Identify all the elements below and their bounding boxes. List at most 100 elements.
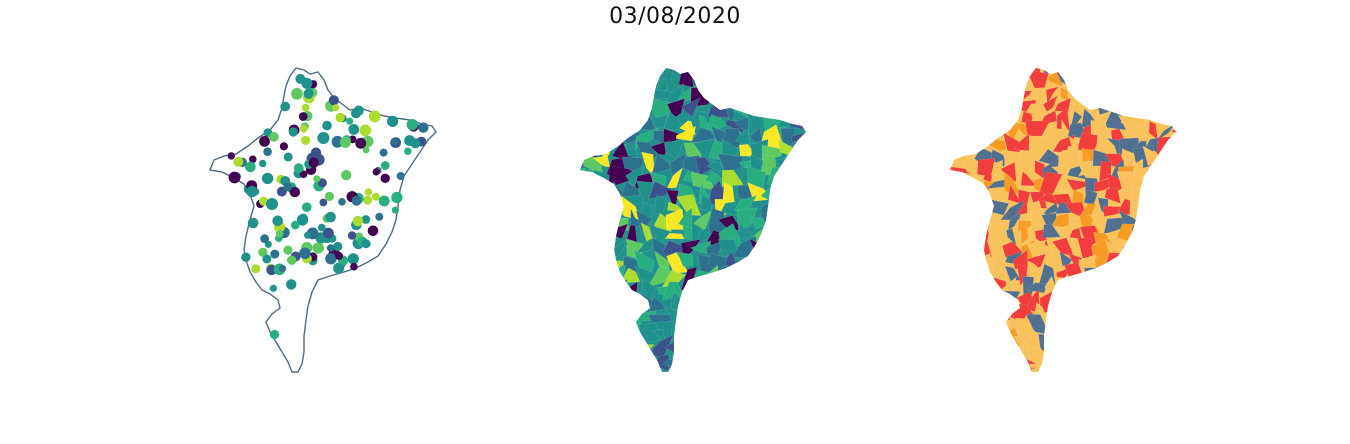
municipality-polygon xyxy=(818,383,839,394)
municipality-point xyxy=(262,254,272,264)
municipality-polygon xyxy=(1132,251,1150,272)
municipality-polygon xyxy=(718,296,744,316)
municipality-polygon xyxy=(830,311,851,327)
municipality-polygon xyxy=(950,299,968,311)
municipality-polygon xyxy=(1006,68,1017,75)
municipality-polygon xyxy=(608,312,627,330)
municipality-point xyxy=(299,247,311,260)
municipality-polygon xyxy=(830,257,851,265)
municipality-polygon xyxy=(1117,368,1138,372)
municipality-polygon xyxy=(595,363,607,372)
municipality-polygon xyxy=(1042,68,1060,76)
municipality-polygon xyxy=(762,285,782,298)
municipality-polygon xyxy=(1183,177,1196,193)
municipality-polygon xyxy=(831,128,848,141)
municipality-polygon xyxy=(780,377,792,398)
municipality-polygon xyxy=(1077,280,1096,299)
municipality-point xyxy=(299,170,308,178)
municipality-polygon xyxy=(830,337,854,353)
state-border xyxy=(209,67,437,373)
municipality-polygon xyxy=(966,303,979,323)
municipality-polygon xyxy=(759,350,779,372)
municipality-polygon xyxy=(1194,146,1212,167)
municipality-polygon xyxy=(1067,369,1089,372)
municipality-polygon xyxy=(780,188,801,199)
municipality-polygon xyxy=(1142,187,1167,203)
municipality-polygon xyxy=(820,226,836,247)
municipality-polygon xyxy=(591,263,614,283)
municipality-polygon xyxy=(1161,177,1175,193)
municipality-polygon xyxy=(731,364,755,372)
municipality-polygon xyxy=(621,384,646,392)
municipality-polygon xyxy=(580,238,590,262)
municipality-polygon xyxy=(980,355,998,372)
municipality-polygon xyxy=(1104,315,1128,336)
municipality-point xyxy=(303,88,314,99)
municipality-polygon xyxy=(614,353,630,372)
municipality-polygon xyxy=(963,389,984,400)
municipality-polygon xyxy=(583,293,598,314)
municipality-polygon xyxy=(777,268,795,289)
municipality-polygon xyxy=(721,169,744,188)
municipality-polygon xyxy=(950,113,956,131)
municipality-polygon xyxy=(601,249,610,273)
municipality-polygon xyxy=(638,201,653,218)
municipality-polygon xyxy=(654,250,670,271)
municipality-polygon xyxy=(1139,68,1148,77)
municipality-polygon xyxy=(719,350,743,368)
municipality-point xyxy=(247,217,259,229)
municipality-polygon xyxy=(955,368,972,372)
municipality-polygon xyxy=(1077,158,1097,177)
municipality-point xyxy=(261,172,274,185)
municipality-polygon xyxy=(953,383,969,403)
municipality-polygon xyxy=(801,263,806,284)
municipality-polygon xyxy=(773,311,795,329)
municipality-polygon xyxy=(1195,59,1219,78)
municipality-polygon xyxy=(1082,365,1102,372)
municipality-polygon xyxy=(963,122,977,141)
municipality-polygon xyxy=(1112,305,1127,324)
municipality-polygon xyxy=(610,109,624,125)
municipality-point xyxy=(350,262,358,271)
municipality-polygon xyxy=(1186,137,1206,154)
municipality-polygon xyxy=(580,70,590,95)
municipality-polygon xyxy=(1142,228,1161,247)
municipality-polygon xyxy=(1129,265,1153,284)
municipality-polygon xyxy=(794,186,806,201)
municipality-point xyxy=(293,163,304,173)
municipality-polygon xyxy=(975,277,998,292)
municipality-polygon xyxy=(990,381,1006,394)
municipality-polygon xyxy=(1187,360,1205,370)
municipality-polygon xyxy=(773,325,791,344)
municipality-polygon xyxy=(1183,102,1201,109)
municipality-point xyxy=(270,249,280,259)
municipality-polygon xyxy=(961,353,983,372)
municipality-polygon xyxy=(1059,300,1077,323)
municipality-polygon xyxy=(950,172,972,192)
municipality-polygon xyxy=(788,378,809,402)
municipality-point xyxy=(324,191,334,201)
municipality-polygon xyxy=(676,380,702,399)
municipality-polygon xyxy=(580,254,605,272)
municipality-point xyxy=(249,155,257,164)
municipality-polygon xyxy=(1116,198,1131,216)
municipality-polygon xyxy=(1037,171,1063,196)
municipality-polygon xyxy=(1142,252,1159,271)
municipality-polygon xyxy=(987,340,1011,364)
municipality-polygon xyxy=(950,148,952,167)
municipality-polygon xyxy=(1208,266,1229,284)
municipality-point xyxy=(241,252,251,262)
municipality-polygon xyxy=(1128,304,1152,326)
municipality-polygon xyxy=(950,85,959,99)
municipality-polygon xyxy=(593,196,618,217)
municipality-polygon xyxy=(1201,382,1218,397)
municipality-polygon xyxy=(950,255,953,265)
municipality-polygon xyxy=(787,361,806,372)
municipality-point xyxy=(302,202,312,212)
municipality-polygon xyxy=(1155,204,1176,215)
municipality-polygon xyxy=(1177,62,1190,72)
municipality-point xyxy=(295,73,306,84)
municipality-polygon xyxy=(1171,241,1176,256)
municipality-polygon xyxy=(1170,322,1176,336)
municipality-polygon xyxy=(1132,280,1154,299)
